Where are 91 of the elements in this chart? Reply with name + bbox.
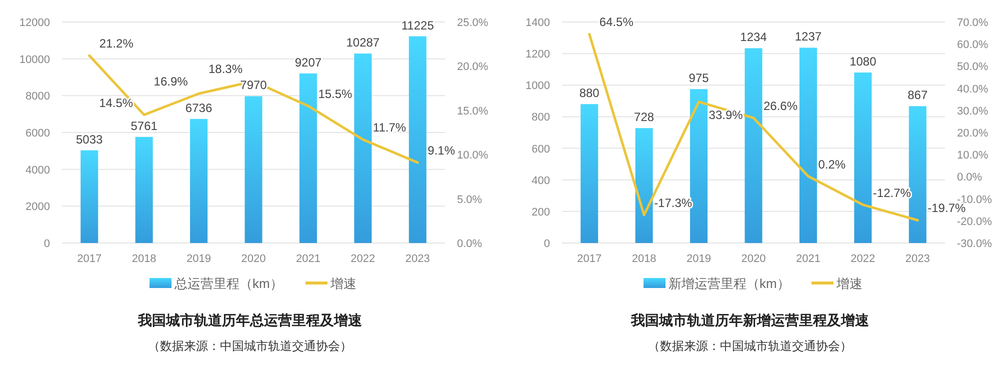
x-tick-label: 2018	[632, 253, 656, 265]
y2-tick-label: -20.0%	[957, 216, 992, 228]
data-label: 10287	[346, 36, 380, 50]
bar	[408, 36, 426, 243]
y-tick-label: 1200	[526, 48, 550, 61]
data-label: 6736	[185, 100, 212, 115]
y-tick-label: 2000	[26, 201, 50, 214]
data-label: 867	[908, 88, 928, 102]
text: （数据来源：中国城市轨道交通协会）	[148, 339, 352, 353]
data-label: 0.2%	[818, 157, 846, 172]
y2-tick-label: 10.0%	[957, 150, 988, 162]
y-tick-label: 600	[532, 143, 550, 156]
y2-tick-label: 20.0%	[957, 128, 988, 140]
y-tick-label: 200	[532, 206, 550, 218]
y2-tick-label: 0.0%	[957, 172, 982, 184]
data-label: 14.5%	[99, 96, 134, 110]
y-tick-label: 800	[532, 112, 550, 124]
bar	[190, 118, 208, 243]
bar	[854, 72, 872, 243]
x-tick-label: 2022	[850, 253, 876, 265]
bar	[690, 89, 708, 243]
y-tick-label: 8000	[26, 90, 50, 103]
y2-tick-label: 60.0%	[957, 39, 988, 52]
y-tick-label: 10000	[19, 54, 50, 66]
y2-tick-label: 20.0%	[457, 61, 488, 74]
bar	[80, 150, 98, 243]
y2-tick-label: 50.0%	[957, 61, 988, 74]
bar	[580, 104, 598, 243]
x-tick-label: 2021	[296, 253, 320, 265]
legend-label: 新增运营里程（km）	[668, 276, 790, 291]
x-tick-label: 2022	[350, 253, 376, 265]
data-label: 1234	[740, 30, 768, 44]
y2-tick-label: 70.0%	[957, 17, 988, 29]
data-label: 975	[688, 71, 710, 86]
x-tick-label: 2019	[186, 253, 212, 265]
data-label: 9207	[294, 55, 322, 70]
x-tick-label: 2023	[405, 253, 430, 265]
text: 我国城市轨道历年总运营里程及增速	[137, 312, 363, 328]
y2-tick-label: 40.0%	[957, 83, 988, 96]
y-tick-label: 6000	[26, 128, 50, 140]
y2-tick-label: 10.0%	[457, 150, 488, 162]
data-label: 33.9%	[708, 108, 744, 122]
y2-tick-label: 25.0%	[457, 17, 488, 29]
x-tick-label: 2019	[686, 253, 712, 265]
x-tick-label: 2021	[796, 253, 820, 265]
bar	[799, 48, 817, 243]
bar	[635, 128, 653, 243]
x-tick-label: 2018	[132, 253, 156, 265]
y-tick-label: 0	[44, 238, 50, 250]
y-tick-label: 1000	[526, 80, 550, 92]
legend-label: 增速	[330, 276, 356, 291]
data-label: 11225	[401, 18, 434, 32]
data-label: 5761	[130, 118, 158, 133]
bar	[299, 73, 317, 243]
legend-label: 总运营里程（km）	[174, 276, 283, 291]
x-tick-label: 2023	[905, 253, 930, 265]
y2-tick-label: -30.0%	[957, 238, 992, 250]
data-label: 1237	[794, 30, 822, 44]
bar	[908, 106, 926, 243]
text: 我国城市轨道历年新增运营里程及增速	[630, 312, 870, 328]
bar	[354, 54, 372, 243]
data-label: 5033	[76, 132, 104, 146]
data-label: 26.6%	[764, 98, 798, 113]
y-tick-label: 400	[532, 174, 550, 187]
data-label: 728	[634, 110, 654, 124]
x-tick-label: 2020	[741, 253, 766, 265]
bar	[744, 48, 762, 243]
y2-tick-label: 5.0%	[457, 194, 482, 206]
data-label: 1080	[850, 54, 877, 69]
x-tick-label: 2020	[241, 253, 266, 265]
text: （数据来源：中国城市轨道交通协会）	[648, 339, 852, 353]
data-label: 880	[579, 86, 600, 100]
x-tick-label: 2017	[577, 253, 602, 265]
legend-label: 增速	[836, 276, 862, 291]
data-label: 16.9%	[154, 74, 188, 89]
bar	[244, 96, 262, 243]
bar	[135, 136, 153, 243]
y-tick-label: 4000	[26, 164, 50, 176]
y-tick-label: 12000	[19, 17, 50, 29]
y-tick-label: 0	[544, 238, 550, 250]
data-label: 11.7%	[372, 120, 406, 135]
data-label: 64.5%	[599, 15, 634, 30]
y-tick-label: 1400	[526, 17, 550, 29]
data-label: 15.5%	[318, 86, 353, 101]
y2-tick-label: 15.0%	[457, 105, 488, 118]
y2-tick-label: 30.0%	[957, 105, 988, 118]
y2-tick-label: 0.0%	[457, 238, 482, 250]
data-label: 9.1%	[428, 144, 456, 158]
data-label: 21.2%	[99, 36, 134, 51]
data-label: 18.3%	[208, 62, 243, 76]
x-tick-label: 2017	[77, 253, 102, 265]
